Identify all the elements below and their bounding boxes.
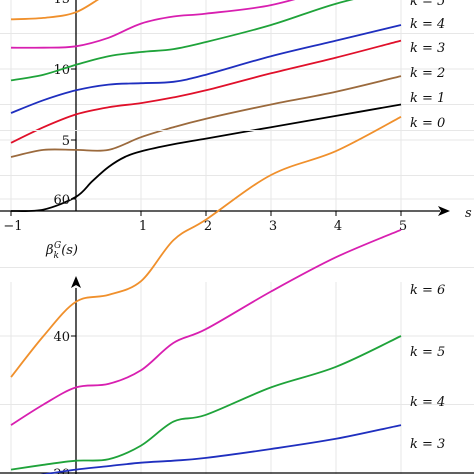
legend-label-k-5: k = 5: [410, 345, 445, 360]
top-ticks: −1 1 2 3 4 5 5 10 15 s: [3, 0, 472, 234]
series-line-k-5: [10, 0, 296, 49]
legend-label-k-6: k = 6: [410, 283, 445, 298]
series-line-top-unlabeled: [10, 0, 99, 21]
legend-label-k-4: k = 4: [410, 17, 445, 32]
x-tick-label: 4: [334, 219, 342, 234]
series-line-k-4: [10, 335, 402, 471]
y-tick-label: 60: [53, 193, 70, 208]
x-tick-label: 1: [139, 219, 147, 234]
series-line-k-4: [10, 0, 354, 82]
top-grid: [0, 0, 474, 211]
legend-label-k-1: k = 1: [410, 91, 445, 106]
x-tick-label: 5: [399, 219, 407, 234]
bottom-chart: 20 40 60 βkG(s) k = 3 k = 4 k = 5 k = 6: [0, 116, 474, 474]
series-line-k-0: [10, 103, 402, 212]
y-tick-label: 10: [53, 63, 70, 78]
legend-label-k-3: k = 3: [410, 437, 445, 452]
y-tick-label: 5: [62, 134, 70, 149]
series-line-k-5: [10, 228, 402, 426]
legend-label-k-2: k = 2: [410, 66, 445, 81]
legend-label-k-5: k = 5: [410, 0, 445, 9]
x-tick-label: 2: [204, 219, 212, 234]
legend-label-k-0: k = 0: [410, 116, 445, 131]
bottom-grid: [0, 130, 474, 474]
y-axis-arrow: [71, 276, 81, 288]
legend-label-k-4: k = 4: [410, 395, 445, 410]
y-tick-label: 15: [53, 0, 70, 7]
series-line-k-2: [10, 39, 402, 144]
bottom-legend: k = 3 k = 4 k = 5 k = 6: [410, 283, 445, 452]
y-tick-label: 20: [53, 467, 70, 474]
top-legend: k = 0 k = 1 k = 2 k = 3 k = 4 k = 5: [410, 0, 445, 131]
x-axis-arrow: [438, 206, 450, 216]
x-tick-label: −1: [3, 219, 22, 234]
x-tick-label: 3: [269, 219, 277, 234]
legend-label-k-3: k = 3: [410, 41, 445, 56]
series-line-k-3: [10, 24, 402, 114]
y-axis-label: βkG(s): [45, 241, 78, 261]
y-tick-label: 40: [53, 330, 70, 345]
bottom-ticks: 20 40 60 βkG(s): [45, 193, 78, 474]
bottom-axes: [0, 276, 474, 474]
series-line-k-6: [10, 116, 402, 378]
top-axes: [0, 0, 450, 216]
x-axis-label: s: [465, 206, 472, 221]
bottom-series-lines: [10, 116, 402, 474]
series-line-k-3: [40, 424, 402, 474]
